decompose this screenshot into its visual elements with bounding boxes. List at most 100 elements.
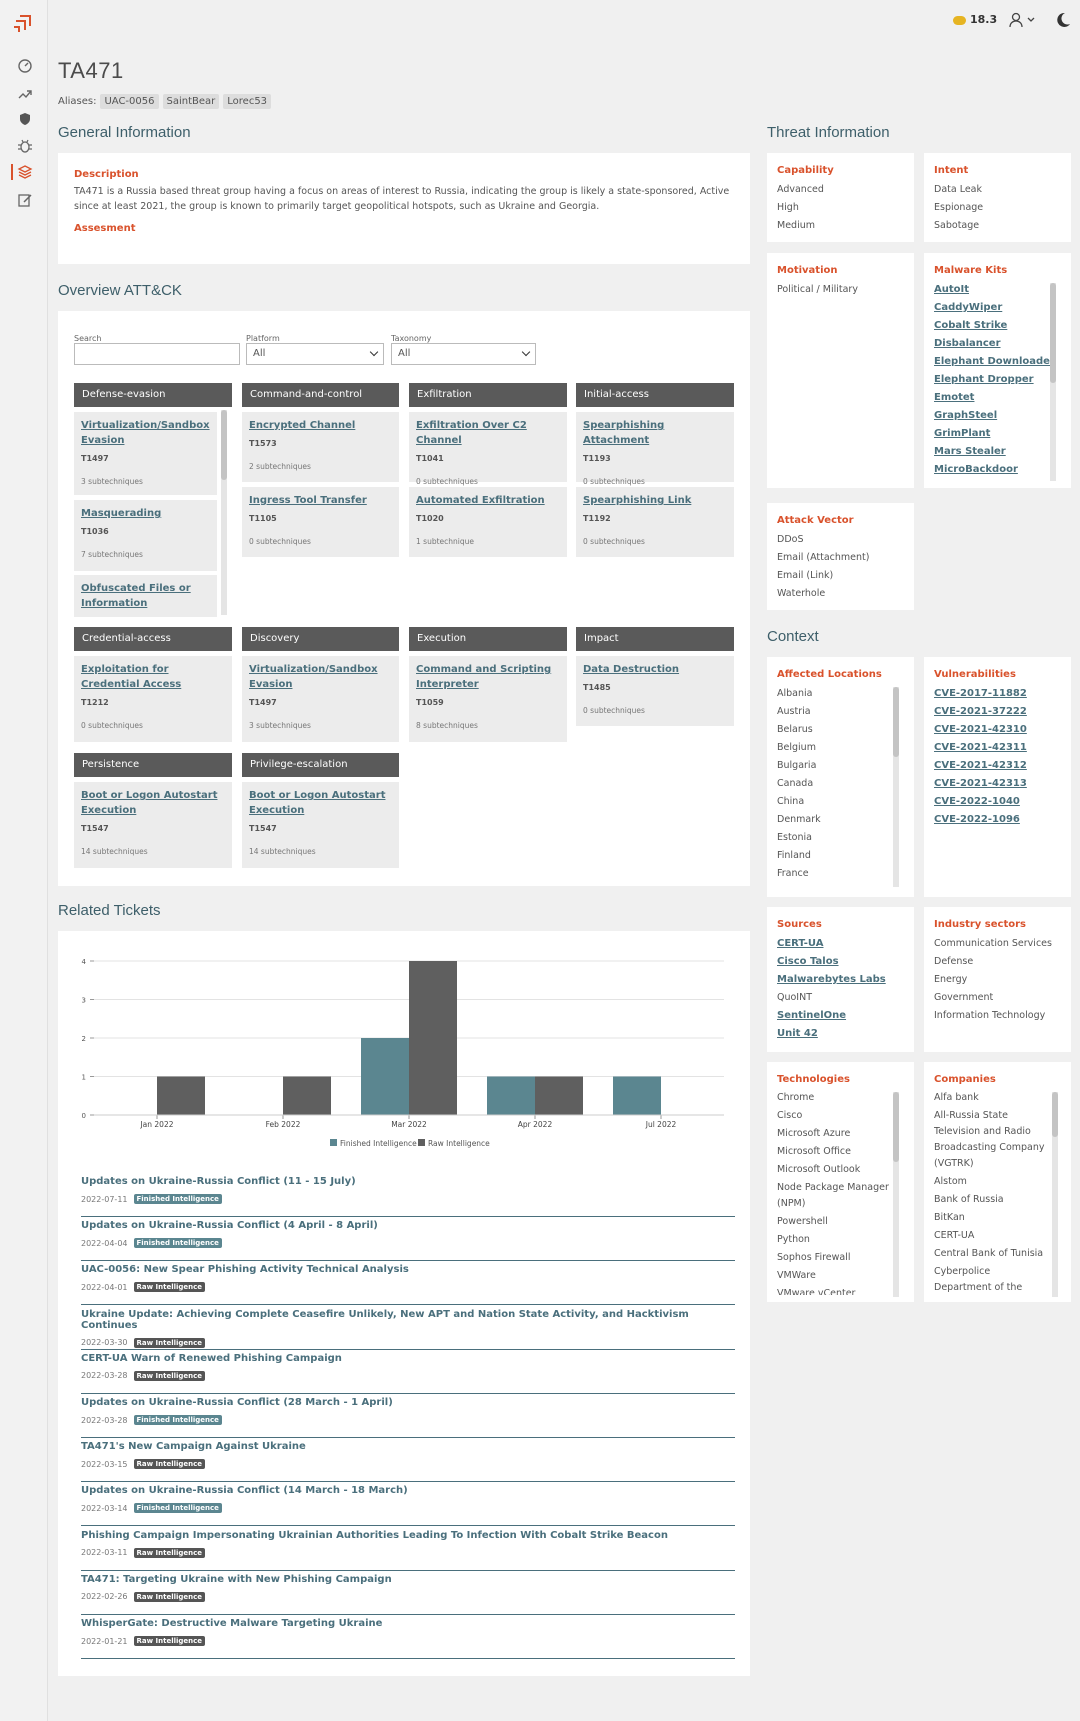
source-link[interactable]: Malwarebytes Labs [777,974,886,985]
malware-link[interactable]: GrimPlant [934,428,991,439]
ticket-row[interactable]: Updates on Ukraine-Russia Conflict (11 -… [81,1176,735,1217]
user-menu-button[interactable] [1009,12,1037,32]
technique-name[interactable]: Encrypted Channel [249,420,356,431]
scroll-thumb[interactable] [893,687,899,757]
ticket-row[interactable]: Ukraine Update: Achieving Complete Cease… [81,1309,735,1350]
scroll-thumb[interactable] [1052,1092,1058,1137]
technique-card[interactable]: Boot or Logon Autostart Execution T1547 … [74,782,232,868]
ticket-title-link[interactable]: Phishing Campaign Impersonating Ukrainia… [81,1529,668,1541]
trend-icon[interactable] [17,86,33,102]
technique-name[interactable]: Ingress Tool Transfer [249,495,367,506]
ticket-title-link[interactable]: WhisperGate: Destructive Malware Targeti… [81,1618,383,1629]
technique-card[interactable]: Boot or Logon Autostart Execution T1547 … [242,782,399,868]
technique-card[interactable]: Spearphishing Link T1192 0 subtechniques [576,487,734,557]
technique-name[interactable]: Masquerading [81,508,162,519]
technique-name[interactable]: Exploitation for Credential Access [81,664,182,690]
vulnerability-link[interactable]: CVE-2021-42313 [934,778,1027,789]
ticket-title-link[interactable]: CERT-UA Warn of Renewed Phishing Campaig… [81,1352,342,1364]
vulnerability-link[interactable]: CVE-2021-42311 [934,742,1027,753]
malware-link[interactable]: Elephant Downloader [934,356,1055,367]
technique-card[interactable]: Exploitation for Credential Access T1212… [74,656,232,742]
scroll-thumb[interactable] [893,1092,899,1162]
ticket-row[interactable]: Updates on Ukraine-Russia Conflict (28 M… [81,1397,735,1438]
vulnerability-link[interactable]: CVE-2021-42312 [934,760,1027,771]
technologies-scrollbar[interactable] [893,1092,899,1297]
technique-name[interactable]: Spearphishing Attachment [583,420,665,446]
technique-card[interactable]: Virtualization/Sandbox Evasion T1497 3 s… [74,412,217,495]
edit-icon[interactable] [17,192,33,208]
technique-name[interactable]: Obfuscated Files or Information [81,583,191,609]
ticket-row[interactable]: TA471's New Campaign Against Ukraine 2022… [81,1441,735,1483]
malware-link[interactable]: MicroBackdoor [934,464,1018,475]
technique-name[interactable]: Data Destruction [583,664,680,675]
malware-link[interactable]: Mars Stealer [934,446,1006,457]
scroll-thumb[interactable] [1050,283,1056,383]
ticket-row[interactable]: UAC-0056: New Spear Phishing Activity Te… [81,1264,735,1306]
ticket-title-link[interactable]: Ukraine Update: Achieving Complete Cease… [81,1308,689,1331]
malware-scrollbar[interactable] [1050,283,1056,481]
taxonomy-select[interactable]: All [391,343,536,365]
technique-card[interactable]: Automated Exfiltration T1020 1 subtechni… [409,487,567,557]
source-link[interactable]: Unit 42 [777,1028,818,1039]
ticket-row[interactable]: Updates on Ukraine-Russia Conflict (14 M… [81,1485,735,1527]
technique-name[interactable]: Command and Scripting Interpreter [416,664,552,690]
ticket-row[interactable]: CERT-UA Warn of Renewed Phishing Campaig… [81,1353,735,1394]
companies-scrollbar[interactable] [1052,1092,1058,1297]
technique-card[interactable]: Masquerading T1036 7 subtechniques [74,500,217,571]
ticket-row[interactable]: Updates on Ukraine-Russia Conflict (4 Ap… [81,1220,735,1262]
locations-scrollbar[interactable] [893,687,899,887]
malware-link[interactable]: Cobalt Strike [934,320,1008,331]
defense-evasion-scrollbar[interactable] [221,410,227,615]
tactic-header: Execution [409,627,567,651]
bug-icon[interactable] [17,138,33,154]
ticket-row[interactable]: WhisperGate: Destructive Malware Targeti… [81,1618,735,1659]
scroll-thumb[interactable] [221,410,227,480]
logo-icon[interactable] [12,13,34,35]
malware-link[interactable]: Disbalancer [934,338,1001,349]
vulnerability-link[interactable]: CVE-2022-1040 [934,796,1020,807]
source-link[interactable]: Cisco Talos [777,956,839,967]
vulnerability-link[interactable]: CVE-2022-1096 [934,814,1020,825]
malware-link[interactable]: GraphSteel [934,410,998,421]
ticket-title-link[interactable]: UAC-0056: New Spear Phishing Activity Te… [81,1264,409,1276]
malware-link[interactable]: Emotet [934,392,975,403]
layers-icon[interactable] [11,164,33,180]
technique-card[interactable]: Obfuscated Files or Information [74,575,217,617]
technique-card[interactable]: Encrypted Channel T1573 2 subtechniques [242,412,399,482]
technique-card[interactable]: Ingress Tool Transfer T1105 0 subtechniq… [242,487,399,557]
dashboard-icon[interactable] [17,58,33,74]
technique-name[interactable]: Boot or Logon Autostart Execution [81,790,218,816]
ticket-title-link[interactable]: Updates on Ukraine-Russia Conflict (4 Ap… [81,1220,378,1232]
technique-card[interactable]: Spearphishing Attachment T1193 0 subtech… [576,412,734,486]
intent-list: Data Leak Espionage Sabotage [934,181,1061,235]
technique-name[interactable]: Exfiltration Over C2 Channel [416,420,527,446]
ticket-row[interactable]: TA471: Targeting Ukraine with New Phishi… [81,1574,735,1615]
malware-link[interactable]: AutoIt [934,284,970,295]
vulnerability-link[interactable]: CVE-2017-11882 [934,688,1027,699]
malware-link[interactable]: Elephant Dropper [934,374,1034,385]
ticket-row[interactable]: Phishing Campaign Impersonating Ukrainia… [81,1530,735,1571]
vulnerability-link[interactable]: CVE-2021-42310 [934,724,1027,735]
technique-name[interactable]: Automated Exfiltration [416,495,545,506]
technique-name[interactable]: Virtualization/Sandbox Evasion [249,664,378,690]
technique-card[interactable]: Virtualization/Sandbox Evasion T1497 3 s… [242,656,399,742]
ticket-title-link[interactable]: Updates on Ukraine-Russia Conflict (28 M… [81,1397,393,1408]
search-input[interactable] [74,343,240,365]
malware-link[interactable]: CaddyWiper [934,302,1003,313]
technique-name[interactable]: Boot or Logon Autostart Execution [249,790,386,816]
dark-mode-toggle[interactable] [1055,12,1071,32]
ticket-title-link[interactable]: TA471: Targeting Ukraine with New Phishi… [81,1573,392,1585]
technique-card[interactable]: Command and Scripting Interpreter T1059 … [409,656,567,742]
shield-icon[interactable] [17,111,33,127]
technique-card[interactable]: Exfiltration Over C2 Channel T1041 0 sub… [409,412,567,486]
source-link[interactable]: SentinelOne [777,1010,847,1021]
technique-name[interactable]: Spearphishing Link [583,495,692,506]
vulnerability-link[interactable]: CVE-2021-37222 [934,706,1027,717]
ticket-title-link[interactable]: Updates on Ukraine-Russia Conflict (14 M… [81,1485,408,1497]
technique-card[interactable]: Data Destruction T1485 0 subtechniques [576,656,734,726]
technique-name[interactable]: Virtualization/Sandbox Evasion [81,420,210,446]
ticket-title-link[interactable]: TA471's New Campaign Against Ukraine [81,1441,306,1453]
platform-select[interactable]: All [246,343,384,365]
ticket-title-link[interactable]: Updates on Ukraine-Russia Conflict (11 -… [81,1176,356,1187]
source-link[interactable]: CERT-UA [777,938,824,949]
